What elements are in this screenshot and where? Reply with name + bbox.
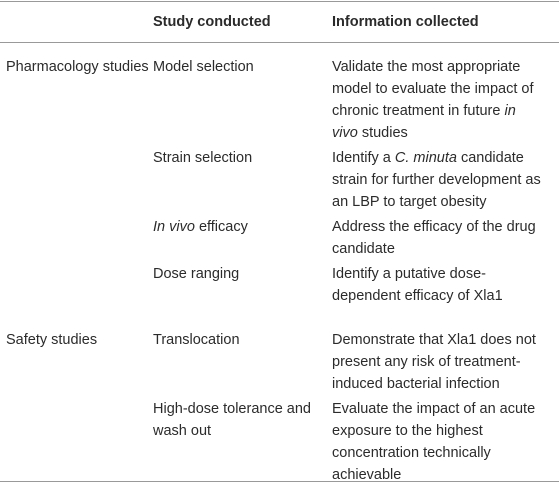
table-row: Strain selection Identify a C. minuta can… xyxy=(0,147,559,213)
table-row: Safety studies Translocation Demonstrate t… xyxy=(0,329,559,395)
table-row: Pharmacology studies Model selection Valid… xyxy=(0,56,559,144)
study-cell: Translocation xyxy=(151,329,326,395)
group-cell xyxy=(0,147,151,213)
text-run: Evaluate the impact of an acute exposure… xyxy=(332,401,536,483)
text-run: C. minuta xyxy=(394,150,457,166)
text-run: Validate the most appropriate model to e… xyxy=(332,59,534,119)
text-run: Strain selection xyxy=(153,150,253,166)
table-row: In vivo efficacy Address the efficacy of … xyxy=(0,216,559,260)
group-cell: Pharmacology studies xyxy=(6,59,149,75)
table-body: Pharmacology studies Model selection Valid… xyxy=(0,43,559,483)
text-run: Address the efficacy of the drug candida… xyxy=(332,219,536,257)
text-run: Model selection xyxy=(153,59,254,75)
study-cell: Model selection xyxy=(151,56,326,144)
study-cell: High-dose tolerance and wash out xyxy=(151,398,326,486)
text-run: Demonstrate that Xla1 does not present a… xyxy=(332,332,536,392)
info-cell: Validate the most appropriate model to e… xyxy=(326,56,541,144)
text-run: candidate strain for further development… xyxy=(332,150,541,210)
study-cell: Dose ranging xyxy=(151,263,326,307)
group-cell xyxy=(0,216,151,260)
study-cell: In vivo efficacy xyxy=(151,216,326,260)
text-run: studies xyxy=(357,125,408,141)
group-cell xyxy=(0,398,151,486)
text-run: Translocation xyxy=(153,332,240,348)
text-run: Identify a putative dose-dependent effic… xyxy=(332,266,503,304)
header-cell: Study conducted xyxy=(153,14,271,30)
info-cell: Identify a C. minuta candidate strain fo… xyxy=(326,147,541,213)
text-run: High-dose tolerance and wash out xyxy=(153,401,311,439)
group-cell xyxy=(0,263,151,307)
table-row: High-dose tolerance and wash out Evaluate… xyxy=(0,398,559,486)
text-run: Identify a xyxy=(332,150,395,166)
info-cell: Demonstrate that Xla1 does not present a… xyxy=(326,329,541,395)
info-cell: Identify a putative dose-dependent effic… xyxy=(326,263,541,307)
table: Study conducted Information collected Ph… xyxy=(0,1,559,483)
group-cell: Safety studies xyxy=(6,332,98,348)
text-run: In vivo xyxy=(153,219,195,235)
header-cell: Information collected xyxy=(332,14,479,30)
table-row: Dose ranging Identify a putative dose-dep… xyxy=(0,263,559,307)
text-run: efficacy xyxy=(194,219,248,235)
info-cell: Address the efficacy of the drug candida… xyxy=(326,216,541,260)
text-run: in vivo xyxy=(332,103,516,141)
info-cell: Evaluate the impact of an acute exposure… xyxy=(326,398,541,486)
header-row: Study conducted Information collected xyxy=(0,2,559,43)
study-cell: Strain selection xyxy=(151,147,326,213)
header-cell xyxy=(0,11,151,33)
text-run: Dose ranging xyxy=(153,266,240,282)
